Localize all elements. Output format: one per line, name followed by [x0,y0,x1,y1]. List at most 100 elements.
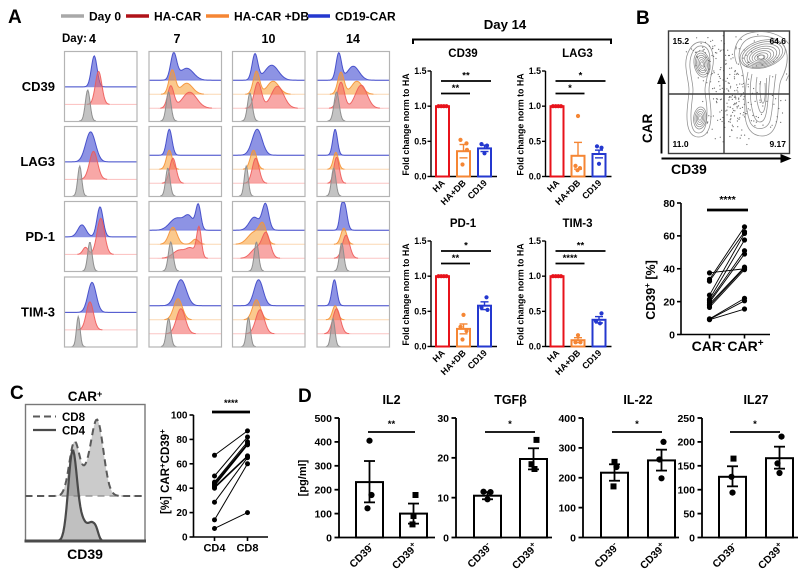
svg-text:0.5: 0.5 [414,306,426,316]
svg-text:0.5: 0.5 [529,306,541,316]
svg-text:*: * [635,419,639,430]
svg-text:0: 0 [689,532,695,544]
svg-text:1.0: 1.0 [529,101,541,111]
svg-text:0: 0 [570,532,576,544]
svg-text:CD39: CD39 [22,79,55,94]
svg-text:7: 7 [174,32,181,46]
svg-text:30: 30 [437,413,449,425]
svg-text:CD8: CD8 [62,412,86,424]
svg-text:HA-CAR: HA-CAR [154,10,202,24]
svg-text:IL-22: IL-22 [623,393,652,407]
svg-text:CD39+ [%]: CD39+ [%] [643,260,658,320]
svg-text:*: * [753,419,757,430]
svg-text:****: **** [224,398,239,408]
svg-text:1.0: 1.0 [529,271,541,281]
svg-text:LAG3: LAG3 [20,154,55,169]
svg-text:400: 400 [558,413,576,425]
svg-text:*: * [568,83,572,94]
svg-text:**: ** [452,253,460,264]
svg-text:LAG3: LAG3 [562,48,593,60]
svg-text:0.0: 0.0 [414,172,426,182]
svg-text:200: 200 [677,437,695,449]
svg-text:1.0: 1.0 [414,271,426,281]
svg-text:CD19-CAR: CD19-CAR [335,10,396,24]
svg-text:[pg/ml]: [pg/ml] [297,459,309,496]
svg-text:0: 0 [443,532,449,544]
svg-text:10: 10 [262,32,276,46]
svg-text:Fold change norm to HA: Fold change norm to HA [401,243,411,346]
svg-text:CD4: CD4 [62,426,86,438]
svg-text:0.5: 0.5 [529,136,541,146]
svg-text:0: 0 [669,329,675,341]
svg-text:100: 100 [558,502,576,514]
svg-text:IL2: IL2 [382,393,400,407]
svg-text:0.0: 0.0 [529,342,541,352]
svg-text:HA-CAR +DB: HA-CAR +DB [234,10,309,24]
svg-text:0.0: 0.0 [529,172,541,182]
svg-text:64.6: 64.6 [769,36,786,46]
svg-text:*: * [508,419,512,430]
svg-text:4: 4 [89,32,96,46]
svg-text:Day 14: Day 14 [484,17,527,32]
svg-text:Day 0: Day 0 [89,10,121,24]
svg-text:15.2: 15.2 [673,36,690,46]
svg-text:100: 100 [677,485,695,497]
svg-text:9.17: 9.17 [769,139,786,149]
svg-text:A: A [8,7,22,28]
svg-text:10: 10 [437,492,449,504]
svg-text:300: 300 [558,443,576,455]
svg-text:40: 40 [176,484,188,495]
svg-text:D: D [298,386,312,407]
svg-text:Fold change norm to HA: Fold change norm to HA [516,243,526,346]
svg-text:CAR+: CAR+ [727,338,763,354]
svg-text:60: 60 [663,231,675,243]
svg-text:CAR+: CAR+ [68,389,103,404]
svg-text:**: ** [577,241,585,252]
svg-text:50: 50 [683,508,695,520]
svg-text:200: 200 [558,473,576,485]
svg-text:CD4: CD4 [203,543,226,555]
svg-text:****: **** [563,253,578,264]
svg-text:B: B [636,8,650,29]
svg-text:40: 40 [663,264,675,276]
svg-text:Fold change norm to HA: Fold change norm to HA [516,73,526,176]
svg-text:150: 150 [677,461,695,473]
svg-text:**: ** [388,419,396,430]
svg-text:TGFβ: TGFβ [494,393,527,407]
svg-text:0.0: 0.0 [414,342,426,352]
svg-text:C: C [10,383,24,404]
svg-text:CD39: CD39 [67,546,103,562]
svg-text:250: 250 [677,413,695,425]
svg-text:1.5: 1.5 [414,236,426,246]
svg-text:1.5: 1.5 [529,236,541,246]
svg-text:PD-1: PD-1 [25,229,55,244]
svg-text:11.0: 11.0 [673,139,689,149]
svg-text:200: 200 [314,485,332,497]
svg-text:80: 80 [176,435,188,446]
svg-text:80: 80 [663,198,675,210]
svg-text:60: 60 [176,459,188,470]
svg-text:Day:: Day: [62,33,87,45]
svg-text:20: 20 [437,453,449,465]
svg-text:20: 20 [663,296,675,308]
svg-text:IL27: IL27 [743,393,768,407]
svg-text:CAR-: CAR- [692,338,726,354]
svg-text:CD39: CD39 [448,48,477,60]
svg-text:TIM-3: TIM-3 [562,218,592,230]
svg-text:TIM-3: TIM-3 [21,305,55,320]
svg-text:0.5: 0.5 [414,136,426,146]
svg-text:14: 14 [346,32,360,46]
svg-text:0: 0 [326,532,332,544]
svg-text:100: 100 [171,411,188,422]
svg-text:1.0: 1.0 [414,101,426,111]
svg-text:500: 500 [314,413,332,425]
svg-text:Fold change norm to HA: Fold change norm to HA [401,73,411,176]
svg-text:****: **** [719,194,736,206]
svg-text:CD39: CD39 [671,161,707,177]
svg-text:**: ** [462,71,470,82]
svg-text:300: 300 [314,461,332,473]
svg-text:*: * [464,241,468,252]
svg-text:100: 100 [314,508,332,520]
svg-text:**: ** [452,83,460,94]
svg-text:20: 20 [176,508,188,519]
